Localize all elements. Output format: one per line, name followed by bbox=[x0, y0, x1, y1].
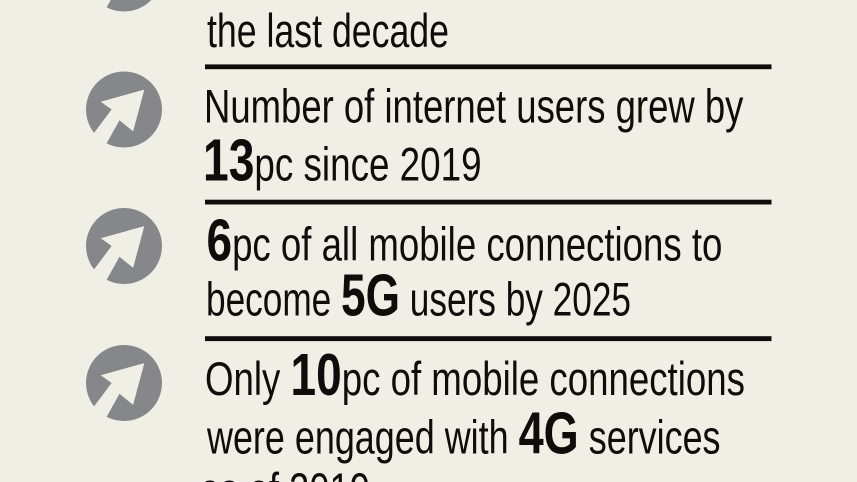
svg-text:were engaged with 4G services: were engaged with 4G services bbox=[206, 401, 720, 467]
svg-text:as of 2019: as of 2019 bbox=[200, 464, 370, 482]
svg-text:become 5G users by 2025: become 5G users by 2025 bbox=[206, 263, 631, 329]
svg-text:the last decade: the last decade bbox=[207, 4, 449, 57]
svg-text:13pc since 2019: 13pc since 2019 bbox=[203, 128, 482, 194]
svg-text:6pc of all mobile connections: 6pc of all mobile connections to bbox=[207, 208, 723, 274]
svg-text:Number of internet users grew: Number of internet users grew by bbox=[204, 80, 743, 132]
svg-text:Only 10pc of mobile connection: Only 10pc of mobile connections bbox=[205, 342, 745, 408]
